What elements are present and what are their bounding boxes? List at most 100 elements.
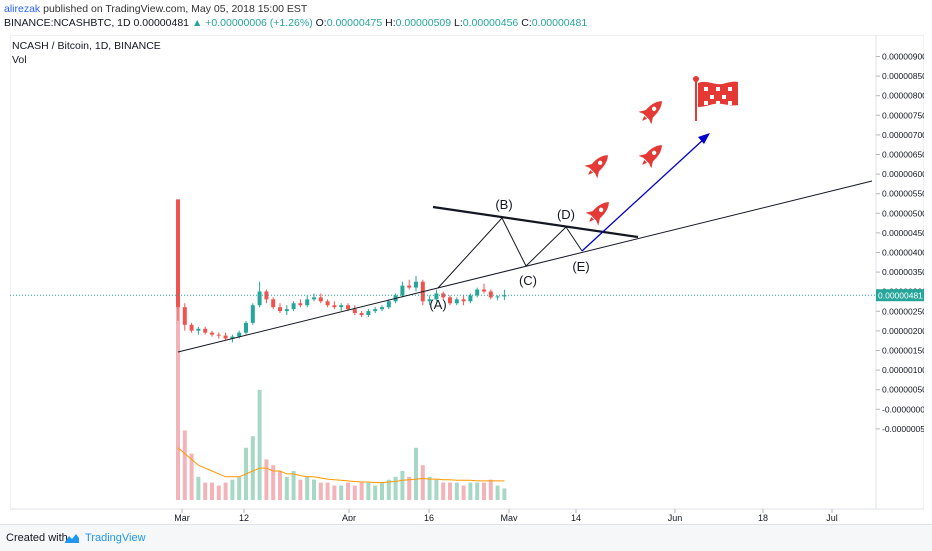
volume-bar <box>284 476 289 500</box>
candle-body <box>414 281 418 288</box>
candle-body <box>454 299 459 304</box>
close-label: C: <box>521 17 532 29</box>
volume-bar <box>182 430 187 500</box>
price-tick-label: 0.00000650 <box>882 150 924 160</box>
wave-label: (E) <box>572 259 589 274</box>
candle-body <box>210 332 214 335</box>
price-tick-label: 0.00000800 <box>882 91 924 101</box>
time-tick-label: May <box>500 513 518 521</box>
price-tick-label: 0.00000200 <box>882 326 924 336</box>
volume-bar <box>420 465 425 500</box>
candle-body <box>332 305 337 308</box>
volume-bar <box>393 476 398 500</box>
candle-body <box>223 335 228 339</box>
tradingview-brand[interactable]: TradingView <box>85 532 146 544</box>
price-tick-label: 0.00000100 <box>882 365 924 375</box>
volume-bar <box>352 485 357 500</box>
candle-body <box>182 307 187 325</box>
change-value: +0.00000006 (+1.26%) <box>205 17 313 29</box>
arrow-head-icon <box>698 133 710 144</box>
volume-bar <box>454 482 459 500</box>
candle-body <box>482 289 486 292</box>
time-tick-label: 16 <box>424 513 434 521</box>
candle-body <box>312 297 316 300</box>
volume-bar <box>448 482 452 500</box>
volume-ma-line <box>177 447 505 484</box>
volume-bar <box>380 482 384 500</box>
time-tick-label: Apr <box>342 513 356 521</box>
candle-body <box>271 299 276 308</box>
high-value: 0.00000509 <box>395 17 452 29</box>
published-text: published on TradingView.com, May 05, 20… <box>43 3 308 15</box>
ascending-trendline <box>177 180 873 353</box>
candle-body <box>284 309 289 312</box>
volume-bar <box>312 479 316 500</box>
candle-body <box>250 305 255 323</box>
candle-body <box>427 299 432 302</box>
volume-bar <box>291 471 296 500</box>
candle-body <box>461 299 466 302</box>
candle-body <box>291 303 296 310</box>
price-tick-label: 0.00000700 <box>882 130 924 140</box>
candle-body <box>386 301 391 308</box>
volume-bar <box>414 447 418 500</box>
price-axis-panel[interactable] <box>875 35 924 510</box>
price-tick-label: 0.00000600 <box>882 169 924 179</box>
legend-vol: Vol <box>12 54 27 66</box>
volume-bar <box>305 476 310 500</box>
candle-body <box>434 293 439 300</box>
candle-body <box>475 289 480 296</box>
candle-body <box>352 309 357 314</box>
axes-layer: 0.00000900 0.00000850 0.00000800 0.00000750… <box>174 52 924 521</box>
candle-body <box>448 297 452 304</box>
candle-body <box>359 313 364 316</box>
volume-bar <box>441 482 446 500</box>
volume-bar <box>386 479 391 500</box>
price-tick-label: -0.00000050 <box>882 424 924 434</box>
candle-body <box>339 305 344 308</box>
volume-bar <box>216 485 221 500</box>
volume-bar <box>366 482 371 500</box>
abcde-wave-path <box>437 217 583 289</box>
volume-bar <box>278 471 282 500</box>
price-tick-label: 0.00000750 <box>882 110 924 120</box>
volume-bar <box>237 476 242 500</box>
volume-bar <box>468 482 473 500</box>
candle-body <box>495 296 500 298</box>
candle-body <box>318 297 323 302</box>
price-tick-label: 0.00000150 <box>882 346 924 356</box>
rocket-icon <box>638 145 662 169</box>
created-with-text: Created with <box>6 532 68 544</box>
candle-body <box>488 291 493 298</box>
open-value: 0.00000475 <box>326 17 383 29</box>
price-chart[interactable]: (A)(B)(C)(D)(E) 0.000009000.000008500.00… <box>10 35 924 521</box>
volume-bar <box>230 479 235 500</box>
candle-body <box>189 324 194 331</box>
volume-bar <box>488 479 493 500</box>
volume-bar <box>250 436 255 500</box>
wave-label: (D) <box>557 207 575 222</box>
volume-bar <box>318 482 323 500</box>
volume-bar <box>339 485 344 500</box>
legend-pair: NCASH / Bitcoin, 1D, BINANCE <box>12 40 161 52</box>
wave-label: (C) <box>519 273 537 288</box>
price-tick-label: 0.00000500 <box>882 208 924 218</box>
author-link[interactable]: alirezak <box>4 3 41 15</box>
tradingview-logo-icon <box>65 534 79 543</box>
volume-bar <box>257 389 262 500</box>
candle-body <box>278 307 282 312</box>
volume-bar <box>359 482 364 500</box>
candle-body <box>203 328 208 333</box>
price-tick-label: -0.00000000 <box>882 404 924 414</box>
time-tick-label: 18 <box>758 513 768 521</box>
change-arrow-icon: ▲ <box>191 17 203 29</box>
candle-body <box>400 285 405 296</box>
symbol-line: BINANCE:NCASHBTC, 1D 0.00000481 ▲ +0.000… <box>4 17 587 29</box>
candle-body <box>468 295 473 302</box>
candle-body <box>346 305 350 310</box>
volume-bar <box>332 485 337 500</box>
volume-bar <box>461 485 466 500</box>
chart-area[interactable]: (A) (B) (C) (D) (E) 0.00000900 0.00000850 0.00… <box>10 35 924 521</box>
candle-body <box>196 328 201 331</box>
volume-bar <box>189 453 194 500</box>
